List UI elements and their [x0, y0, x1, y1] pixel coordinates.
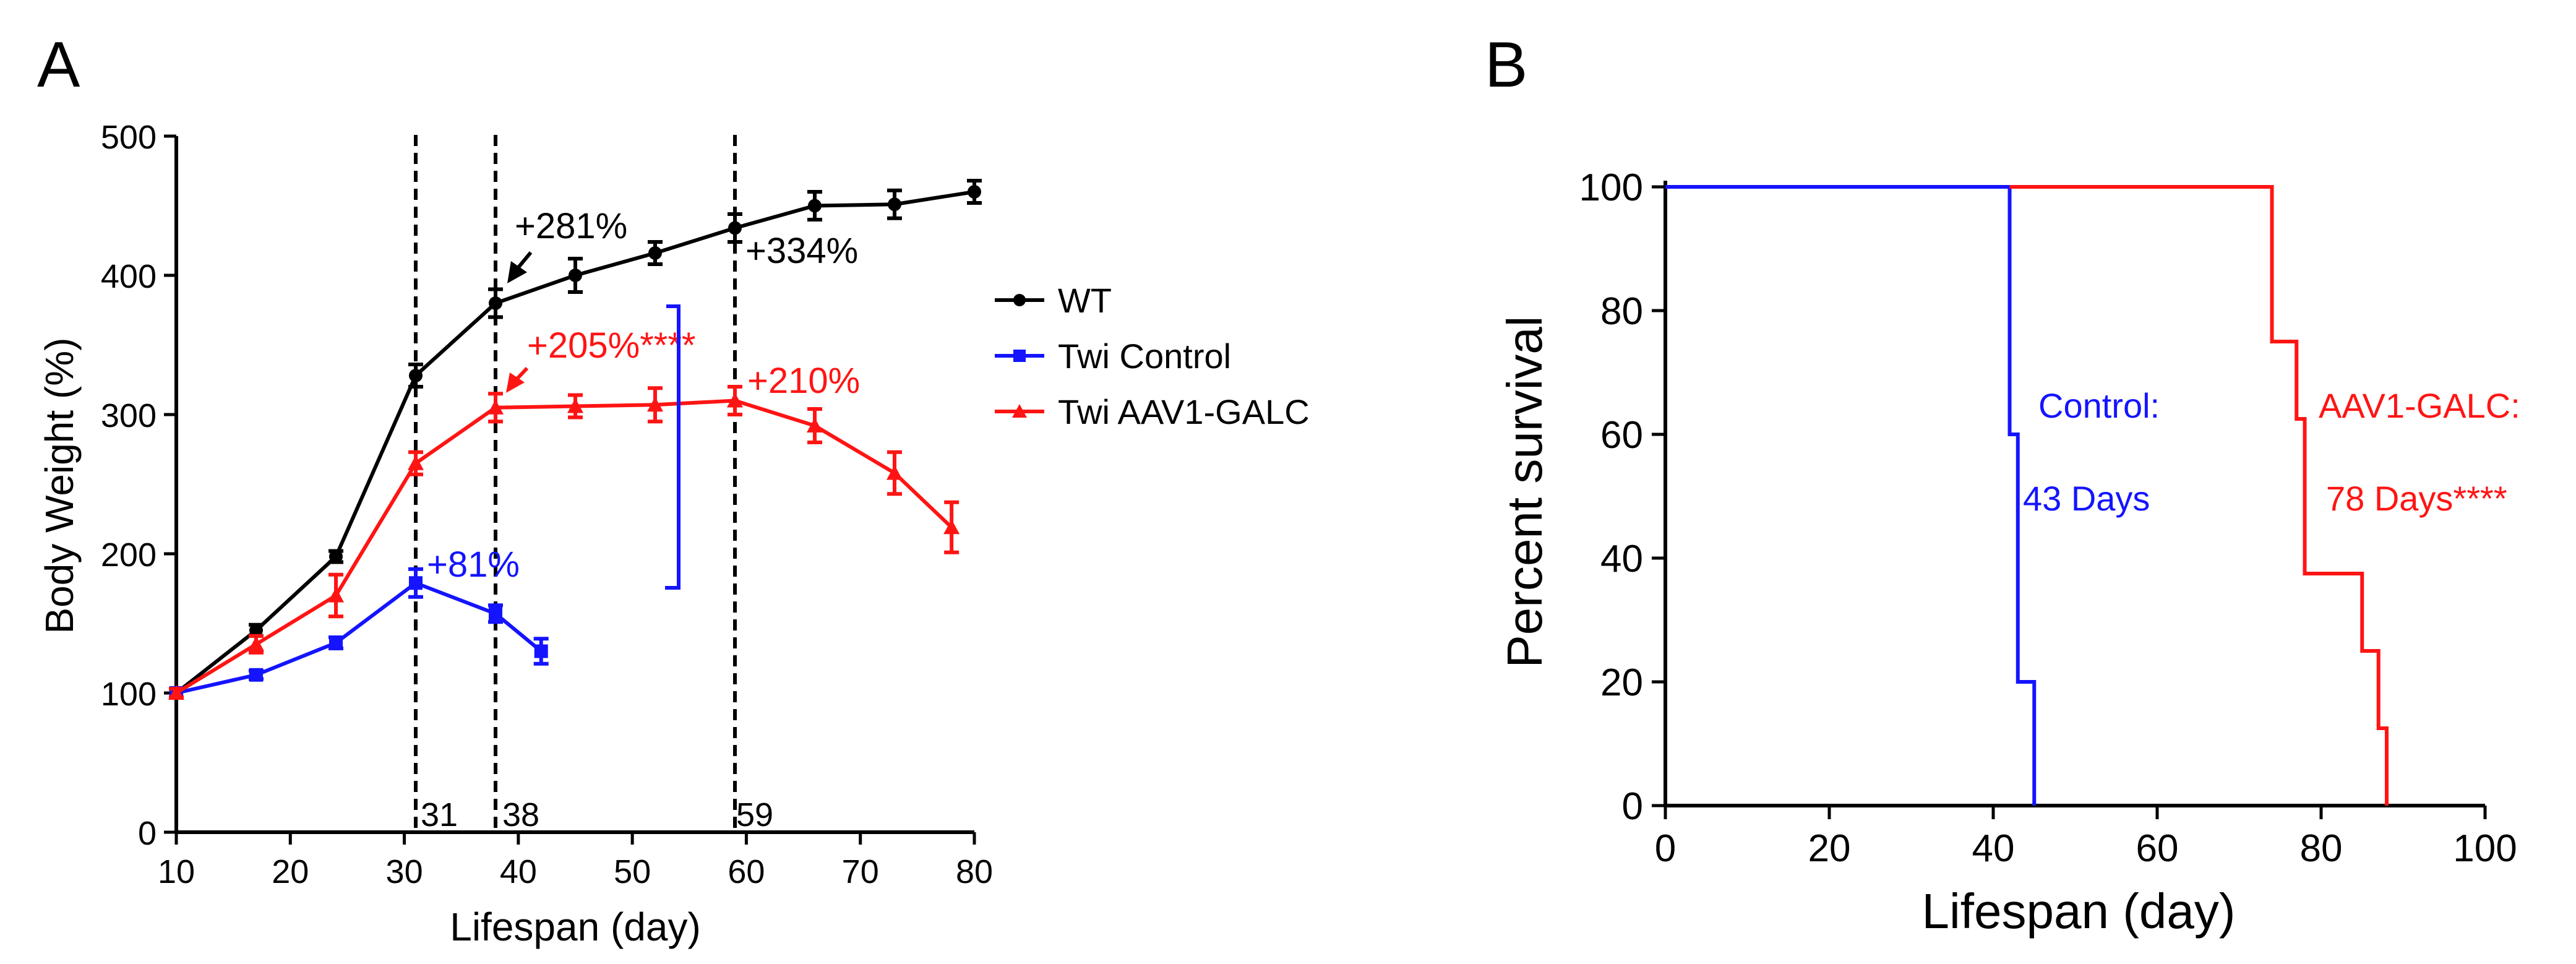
data-point-wt-45	[569, 269, 582, 282]
data-point-wt-59	[728, 221, 742, 235]
chart-a-arrow-281	[507, 251, 533, 283]
chart-b-y-tick-label-40: 40	[1600, 538, 1643, 580]
chart-b-x-tick-label-40: 40	[1972, 827, 2015, 870]
legend-label-twi-aav1-galc: Twi AAV1-GALC	[1058, 392, 1310, 431]
chart-a-y-tick-label-0: 0	[138, 815, 157, 852]
chart-a-annotation-281: +281%	[515, 206, 627, 246]
data-point-twi-aav1-galc-38	[487, 399, 504, 415]
chart-a-vline-label-59: 59	[736, 796, 773, 833]
chart-a-vline-label-38: 38	[502, 796, 539, 833]
chart-b-y-tick-label-0: 0	[1622, 785, 1643, 828]
legend-item-twi-aav1-galc: Twi AAV1-GALC	[995, 392, 1310, 431]
data-point-twi-control-31	[409, 576, 423, 590]
data-point-twi-aav1-galc-73	[887, 465, 903, 480]
data-point-wt-31	[409, 369, 423, 382]
chart-b-x-label: Lifespan (day)	[1922, 884, 2236, 939]
chart-a-significance-bracket	[665, 304, 680, 590]
chart-a-x-tick-label-40: 40	[500, 853, 537, 890]
chart-a-legend: WT Twi Control Twi AAV1-GALC	[995, 281, 1310, 431]
survival-curve-control	[1665, 185, 2037, 806]
panel-label-a: A	[37, 29, 80, 101]
chart-b-y-tick-label-20: 20	[1600, 661, 1643, 704]
data-point-wt-17	[249, 623, 263, 637]
data-point-twi-aav1-galc-78	[943, 519, 960, 535]
chart-a-annotation-81: +81%	[427, 544, 520, 585]
chart-b-annotation-aav: AAV1-GALC:	[2319, 386, 2520, 425]
chart-a-y-tick-label-300: 300	[101, 397, 157, 434]
series-line-twi-control	[176, 581, 543, 695]
data-point-twi-control-17	[249, 668, 263, 682]
data-point-wt-24	[329, 549, 343, 564]
chart-b-y-label: Percent survival	[1497, 316, 1552, 668]
data-point-twi-aav1-galc-10	[168, 685, 184, 700]
data-point-twi-aav1-galc-52	[647, 397, 663, 412]
chart-a-arrow-205	[506, 366, 529, 393]
chart-a-y-label: Body Weight (%)	[37, 338, 82, 634]
series-twi-aav1-galc	[168, 385, 960, 700]
chart-b-x-tick-label-100: 100	[2453, 827, 2517, 870]
chart-a-vline-label-31: 31	[421, 796, 458, 833]
chart-a-x-tick-label-30: 30	[386, 853, 423, 890]
chart-b-y-tick-label-80: 80	[1600, 290, 1643, 333]
chart-a-y-tick-label-400: 400	[101, 258, 157, 295]
chart-a-x-label: Lifespan (day)	[450, 905, 701, 949]
data-point-wt-80	[968, 185, 981, 199]
legend-marker-twi-aav1-galc	[1012, 404, 1027, 418]
legend-label-twi-control: Twi Control	[1058, 337, 1231, 376]
data-point-twi-aav1-galc-24	[328, 587, 344, 603]
chart-b-x-tick-label-80: 80	[2300, 827, 2343, 870]
data-point-wt-73	[888, 197, 901, 212]
chart-a-x-tick-label-20: 20	[272, 853, 309, 890]
chart-b-x-tick-label-20: 20	[1808, 827, 1851, 870]
chart-a-y-tick-label-200: 200	[101, 536, 157, 574]
data-point-twi-aav1-galc-17	[248, 636, 264, 652]
data-point-twi-aav1-galc-31	[408, 455, 424, 470]
chart-b-y-tick-label-60: 60	[1600, 414, 1643, 457]
chart-a-x-tick-label-70: 70	[842, 853, 879, 890]
chart-b-annotation-control-days: 43 Days	[2023, 479, 2150, 518]
panel-label-b: B	[1485, 29, 1527, 101]
data-point-twi-aav1-galc-66	[807, 418, 823, 433]
survival-curve-aav1-galc	[2009, 185, 2389, 806]
data-point-twi-aav1-galc-59	[727, 392, 743, 408]
legend-marker-twi-control	[1013, 350, 1026, 362]
chart-a-annotation-210: +210%	[747, 361, 860, 401]
series-line-twi-aav1-galc	[175, 398, 953, 695]
chart-a: 10 20 30 40 50 60 70 80 0 100 200 300 400 500 Lifespa…	[37, 119, 1310, 949]
legend-item-twi-control: Twi Control	[995, 337, 1231, 376]
legend-item-wt: WT	[995, 281, 1112, 320]
legend-marker-wt	[1013, 294, 1026, 306]
chart-b-x-tick-label-0: 0	[1655, 827, 1676, 870]
chart-b-x-tick-label-60: 60	[2136, 827, 2179, 870]
data-point-wt-66	[808, 199, 822, 213]
data-point-twi-control-42	[534, 644, 548, 658]
chart-a-x-tick-label-80: 80	[956, 853, 993, 890]
chart-a-annotation-205: +205%****	[527, 325, 696, 366]
chart-b-y-tick-label-100: 100	[1579, 166, 1643, 209]
data-point-twi-control-38	[489, 606, 502, 621]
series-twi-control	[169, 567, 549, 700]
chart-a-x-tick-label-60: 60	[728, 853, 765, 890]
legend-label-wt: WT	[1058, 281, 1112, 320]
chart-b-annotation-control: Control:	[2038, 386, 2160, 425]
data-point-twi-aav1-galc-45	[567, 398, 583, 413]
chart-a-y-tick-label-500: 500	[101, 119, 157, 156]
chart-a-x-tick-label-10: 10	[158, 853, 195, 890]
chart-a-x-tick-label-50: 50	[614, 853, 651, 890]
data-point-wt-52	[648, 246, 662, 260]
chart-a-annotation-334: +334%	[745, 231, 858, 271]
data-point-twi-control-24	[329, 636, 343, 650]
chart-b-annotation-aav-days: 78 Days****	[2326, 479, 2507, 518]
data-point-wt-38	[489, 296, 502, 310]
chart-a-y-tick-label-100: 100	[101, 676, 157, 713]
